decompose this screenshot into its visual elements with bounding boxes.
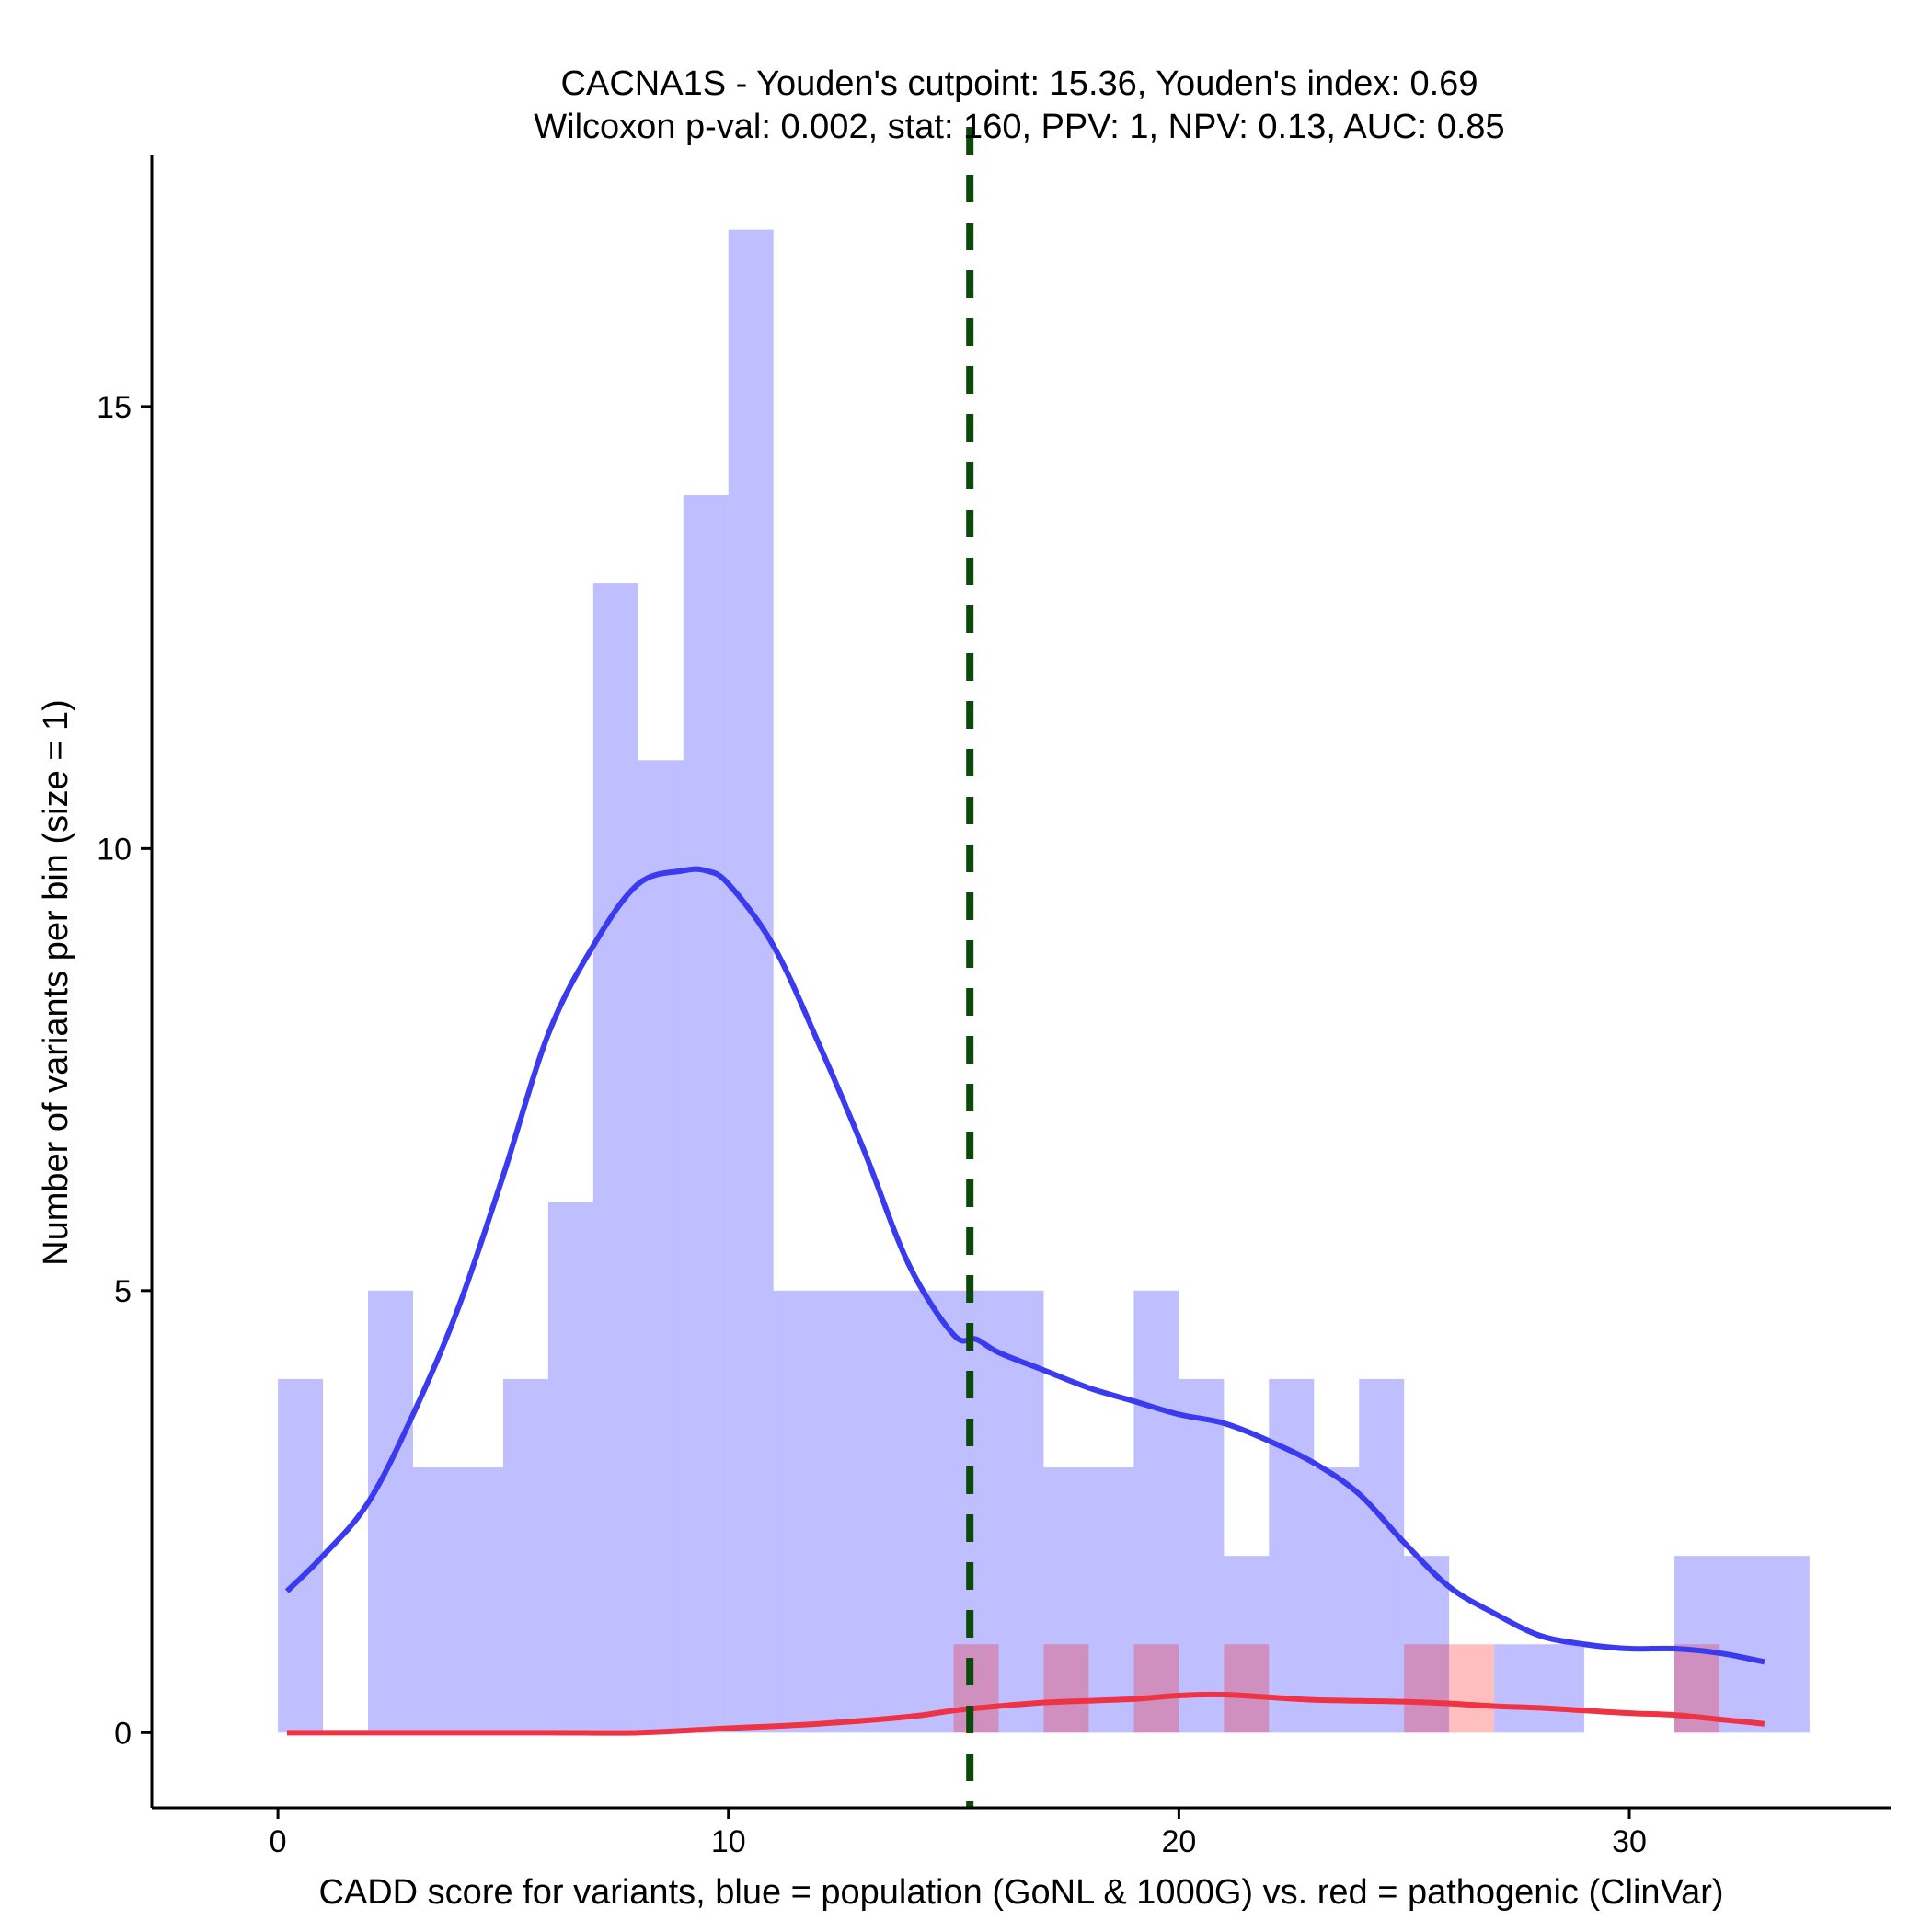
pathogenic-bar-21 — [1224, 1644, 1270, 1733]
pathogenic-bar-19 — [1133, 1644, 1179, 1733]
x-tick-label-20: 20 — [1161, 1824, 1196, 1859]
population-bar-24 — [1359, 1378, 1405, 1733]
y-tick-label-10: 10 — [97, 832, 132, 867]
density-lines-group — [284, 866, 1765, 1736]
y-tick-label-0: 0 — [114, 1716, 132, 1751]
chart-title: CACNA1S - Youden's cutpoint: 15.36, Youd… — [561, 64, 1478, 103]
x-tick-label-0: 0 — [270, 1824, 287, 1859]
population-bar-2 — [368, 1290, 413, 1733]
pathogenic-bar-26 — [1449, 1644, 1495, 1733]
population-bar-8 — [638, 760, 684, 1733]
population-bar-22 — [1269, 1378, 1315, 1733]
bars-group — [278, 229, 1810, 1733]
ticks-group: 0 10 20 30 0 5 10 15 — [97, 390, 1647, 1859]
population-bar-10 — [728, 229, 774, 1733]
y-tick-label-15: 15 — [97, 390, 132, 425]
x-tick-label-30: 30 — [1612, 1824, 1647, 1859]
population-bar-7 — [592, 583, 638, 1733]
population-bar-5 — [502, 1378, 548, 1733]
population-bar-11 — [773, 1290, 819, 1733]
population-bar-33 — [1764, 1556, 1810, 1733]
pathogenic-bar-15 — [953, 1644, 999, 1733]
pathogenic-bar-25 — [1404, 1644, 1450, 1733]
pathogenic-bar-17 — [1043, 1644, 1089, 1733]
chart-subtitle: Wilcoxon p-val: 0.002, stat: 160, PPV: 1… — [534, 108, 1504, 146]
population-bar-23 — [1314, 1467, 1360, 1733]
population-bar-9 — [683, 494, 729, 1733]
population-density-line — [284, 866, 1765, 1665]
population-bar-6 — [547, 1202, 593, 1733]
population-bar-17 — [1043, 1467, 1089, 1733]
population-bar-0 — [278, 1378, 324, 1733]
population-bar-13 — [863, 1290, 909, 1733]
y-axis-label: Number of variants per bin (size = 1) — [37, 699, 75, 1266]
population-bar-32 — [1719, 1556, 1765, 1733]
population-bar-3 — [412, 1467, 458, 1733]
population-bar-12 — [818, 1290, 864, 1733]
population-bar-15 — [953, 1290, 999, 1733]
population-bar-28 — [1539, 1644, 1585, 1733]
axes-group — [150, 155, 1891, 1810]
y-tick-label-5: 5 — [114, 1274, 132, 1309]
population-bar-18 — [1088, 1467, 1134, 1733]
population-bar-27 — [1494, 1644, 1540, 1733]
population-bar-14 — [908, 1290, 954, 1733]
x-axis-label: CADD score for variants, blue = populati… — [318, 1873, 1723, 1912]
population-bar-21 — [1224, 1556, 1270, 1733]
population-bar-4 — [457, 1467, 503, 1733]
pathogenic-density-line — [286, 1691, 1765, 1736]
population-bar-20 — [1179, 1378, 1225, 1733]
x-tick-label-10: 10 — [711, 1824, 746, 1859]
population-bar-31 — [1673, 1556, 1719, 1733]
population-bar-19 — [1133, 1290, 1179, 1733]
